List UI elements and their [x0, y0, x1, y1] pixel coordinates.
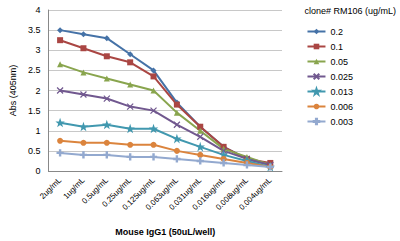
svg-text:2.5: 2.5 — [28, 65, 41, 75]
svg-text:0.008ug/mL: 0.008ug/mL — [214, 175, 251, 212]
svg-text:0.013: 0.013 — [330, 87, 353, 97]
svg-text:0.25ug/mL: 0.25ug/mL — [100, 175, 134, 209]
svg-text:1.5: 1.5 — [28, 106, 41, 116]
svg-text:clone# RM106 (ug/mL): clone# RM106 (ug/mL) — [304, 6, 396, 16]
svg-text:2ug/mL: 2ug/mL — [38, 175, 64, 201]
svg-text:0.1: 0.1 — [330, 42, 343, 52]
svg-text:0.5: 0.5 — [28, 146, 41, 156]
svg-text:0.125ug/mL: 0.125ug/mL — [120, 175, 157, 212]
svg-text:4: 4 — [35, 5, 40, 15]
svg-text:0.003: 0.003 — [330, 117, 353, 127]
svg-text:1ug/mL: 1ug/mL — [61, 175, 87, 201]
svg-text:0.004ug/mL: 0.004ug/mL — [237, 175, 274, 212]
svg-text:1: 1 — [35, 126, 40, 136]
svg-text:0: 0 — [35, 166, 40, 176]
svg-text:Abs (405nm): Abs (405nm) — [8, 65, 18, 117]
svg-text:2: 2 — [35, 86, 40, 96]
svg-text:0.063ug/mL: 0.063ug/mL — [143, 175, 181, 212]
svg-text:Mouse IgG1 (50uL/well): Mouse IgG1 (50uL/well) — [115, 227, 215, 237]
svg-text:0.006: 0.006 — [330, 102, 353, 112]
svg-text:3.5: 3.5 — [28, 25, 41, 35]
svg-text:0.031ug/mL: 0.031ug/mL — [167, 175, 204, 212]
svg-text:0.5ug/mL: 0.5ug/mL — [80, 175, 110, 206]
svg-text:0.025: 0.025 — [330, 72, 353, 82]
svg-text:0.016ug/mL: 0.016ug/mL — [190, 175, 227, 212]
svg-text:3: 3 — [35, 45, 40, 55]
svg-text:0.05: 0.05 — [330, 57, 348, 67]
svg-text:0.2: 0.2 — [330, 27, 343, 37]
